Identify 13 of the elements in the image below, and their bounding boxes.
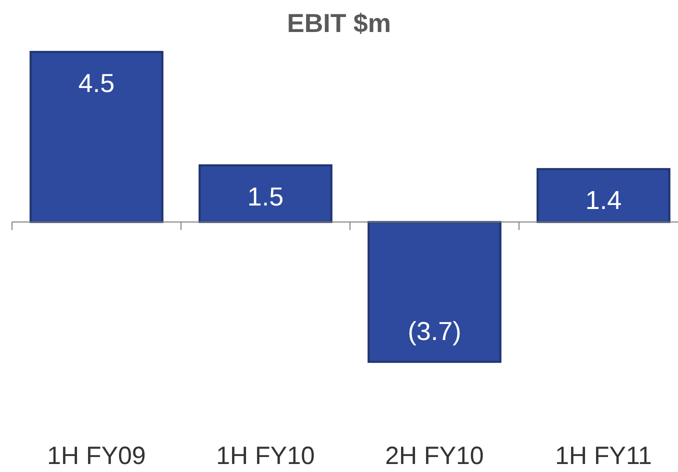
chart-title: EBIT $m: [286, 8, 392, 38]
bar: [536, 168, 670, 223]
x-tick-label: 1H FY09: [47, 442, 146, 470]
x-tick-label: 1H FY10: [216, 442, 315, 470]
bar: [198, 164, 332, 223]
x-tick-label: 1H FY11: [555, 442, 652, 470]
data-label: 1.4: [585, 185, 622, 216]
bar: [368, 221, 502, 363]
data-label: (3.7): [408, 316, 462, 346]
bar: [30, 50, 164, 223]
data-label: 1.5: [247, 181, 284, 212]
x-tick-label: 2H FY10: [385, 442, 484, 470]
data-label: 4.5: [78, 68, 115, 98]
